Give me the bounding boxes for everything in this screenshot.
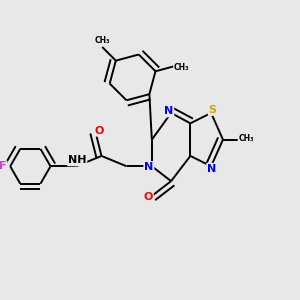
Text: CH₃: CH₃: [174, 63, 189, 72]
Text: N: N: [144, 162, 154, 172]
Text: F: F: [0, 161, 7, 171]
Text: O: O: [144, 192, 153, 203]
Text: S: S: [208, 105, 217, 115]
Text: NH: NH: [68, 155, 86, 165]
Text: CH₃: CH₃: [238, 134, 254, 143]
Text: O: O: [94, 126, 104, 136]
Text: N: N: [207, 164, 216, 174]
Text: N: N: [164, 106, 173, 116]
Text: CH₃: CH₃: [95, 36, 110, 45]
